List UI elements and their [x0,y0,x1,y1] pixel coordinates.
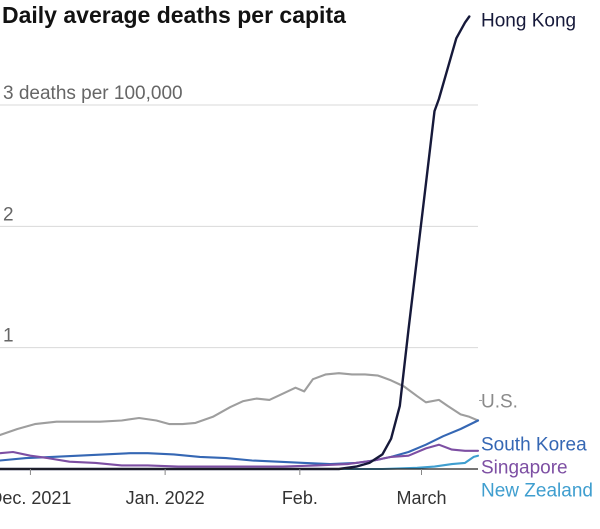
y-axis-labels: 1 2 3 deaths per 100,000 [3,83,183,347]
chart-title: Daily average deaths per capita [2,2,346,28]
series-line-south-korea [0,419,480,466]
y-tick-label: 1 [3,326,14,347]
series-line-hong-kong [0,15,471,471]
series-line-singapore [0,443,480,468]
grid-lines [0,104,478,349]
series-label: Hong Kong [481,10,576,31]
x-tick-label: Dec. 2021 [0,488,71,508]
x-tick-label: March [397,488,447,508]
y-tick-label: 2 [3,204,14,225]
x-tick-label: Jan. 2022 [126,488,205,508]
series-label: South Korea [481,434,587,455]
x-tick-label: Feb. [282,488,318,508]
series-label: Singapore [481,457,568,478]
series-label: U.S. [481,391,518,412]
series-label: New Zealand [481,480,593,501]
series-line-u-s [0,372,480,437]
x-axis: Dec. 2021 Jan. 2022 Feb. March [0,468,478,508]
y-tick-label: 3 deaths per 100,000 [3,83,183,104]
